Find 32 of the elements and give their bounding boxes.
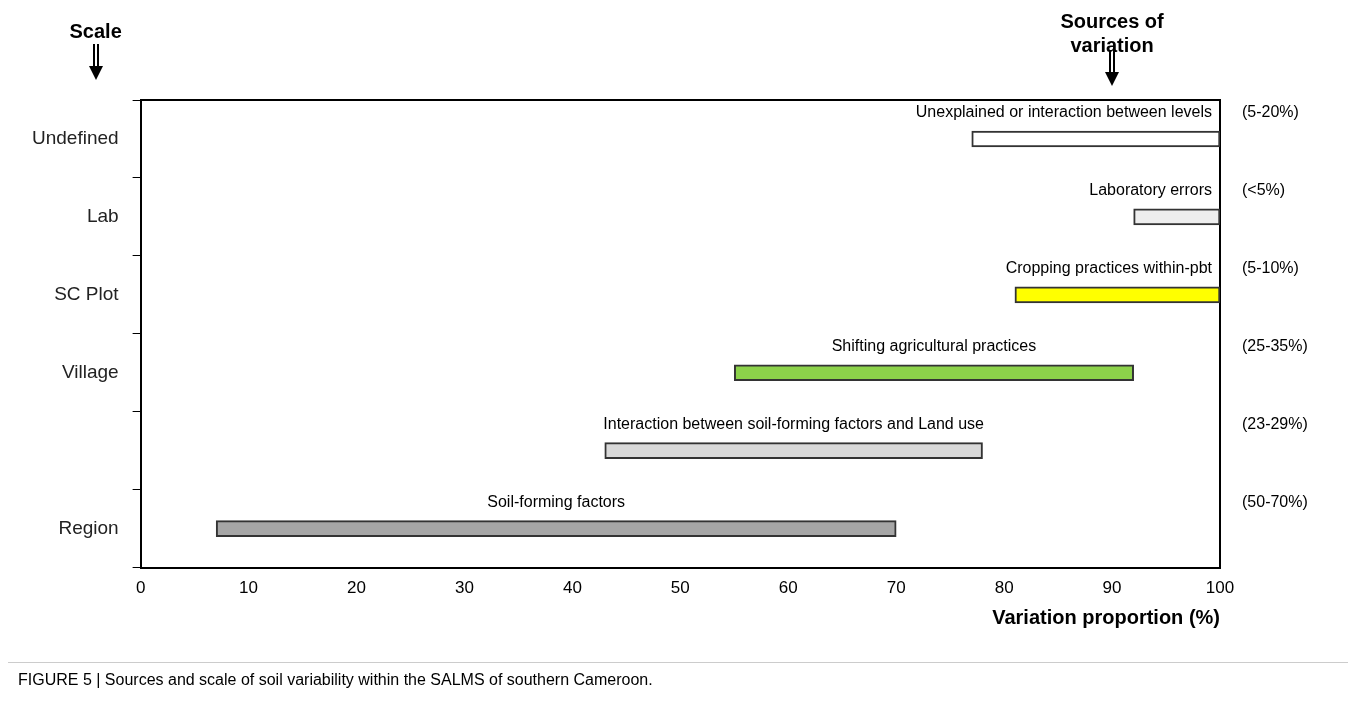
text: (5-20%) [1242,103,1299,121]
annotation: Unexplained or interaction between levels [915,103,1212,121]
x-tick-label: 20 [347,578,366,598]
y-tick-label: Undefined [32,127,119,149]
x-tick-label: 90 [1102,578,1122,598]
y-tick-label: SC Plot [54,283,120,305]
x-axis-title: Variation proportion (%) [992,605,1220,628]
source-note: Sources of variation [1060,9,1165,56]
text: (5-10%) [1242,259,1299,277]
x-tick-label: 50 [670,578,690,598]
x-tick-label: 0 [135,578,146,598]
x-tick-label: 60 [778,578,798,598]
annotation: Soil-forming factors [487,493,626,511]
x-tick-label: 100 [1205,578,1235,598]
x-tick-label: 40 [562,578,582,598]
annotation: Shifting agricultural practices [831,337,1037,355]
text: (25-35%) [1242,337,1308,355]
annotation: Interaction between soil-forming factors and Land use [603,415,985,433]
annotation: Laboratory errors [1089,181,1212,199]
x-tick-label: 70 [886,578,906,598]
y-tick-label: Region [58,516,119,538]
x-tick-label: 30 [454,578,474,598]
caption: FIGURE 5 | Sources and scale of soil variability within the SALMS of southern Cameroon. [8,662,1348,697]
x-tick-label: 10 [239,578,259,598]
annotation: Cropping practices within-pbt [1005,259,1213,277]
y-axis-title: Scale [69,19,122,42]
x-tick-label: 80 [994,578,1014,598]
y-tick-label: Village [61,361,119,382]
text: (23-29%) [1242,415,1308,433]
text: (<5%) [1242,181,1286,199]
text: (50-70%) [1242,493,1308,511]
y-tick-label: Lab [86,205,119,227]
